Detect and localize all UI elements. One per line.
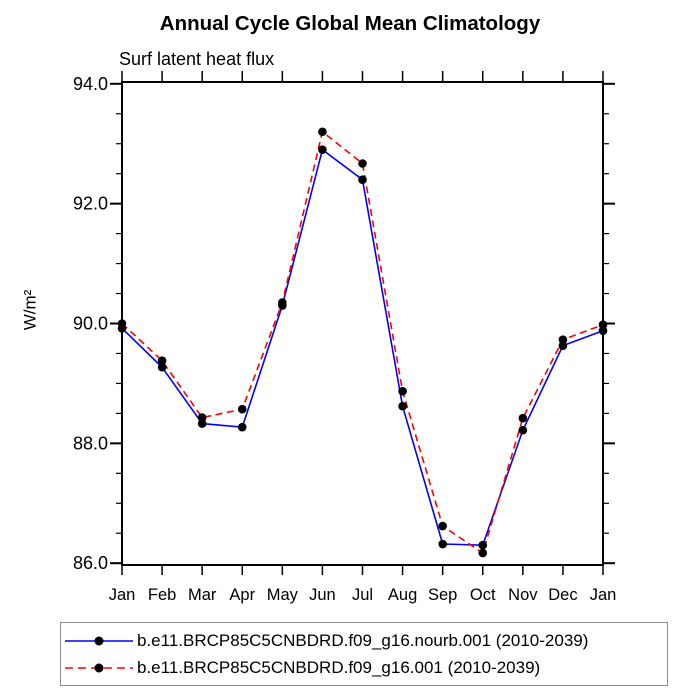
data-point-marker — [478, 540, 488, 550]
legend: b.e11.BRCP85C5CNBDRD.f09_g16.nourb.001 (… — [60, 622, 668, 686]
y-tick-label: 90.0 — [73, 314, 108, 334]
data-point-marker — [398, 386, 407, 396]
data-point-marker — [157, 362, 167, 372]
data-point-marker — [358, 159, 367, 168]
data-point-marker — [117, 319, 127, 328]
data-point-marker — [518, 425, 528, 435]
data-point-marker — [157, 356, 167, 365]
x-tick-label: Jan — [590, 586, 617, 604]
y-tick-label: 86.0 — [73, 553, 108, 573]
data-point-marker — [438, 539, 447, 549]
data-point-marker — [358, 175, 367, 184]
data-point-marker — [318, 145, 327, 155]
legend-label: b.e11.BRCP85C5CNBDRD.f09_g16.nourb.001 (… — [137, 630, 589, 650]
x-tick-label: Oct — [470, 586, 496, 604]
legend-marker-icon — [94, 636, 104, 645]
x-tick-label: Jan — [109, 586, 136, 604]
x-tick-label: Apr — [229, 586, 255, 604]
chart-title: Annual Cycle Global Mean Climatology — [159, 12, 541, 35]
y-tick-label: 88.0 — [73, 433, 108, 453]
data-point-marker — [237, 404, 247, 414]
y-tick-label: 92.0 — [73, 194, 108, 214]
data-point-marker — [438, 521, 447, 531]
x-tick-label: May — [267, 586, 299, 604]
data-point-marker — [518, 413, 528, 423]
chart-subtitle: Surf latent heat flux — [119, 49, 275, 69]
x-tick-label: Jun — [309, 586, 336, 604]
data-point-marker — [278, 298, 287, 307]
legend-label: b.e11.BRCP85C5CNBDRD.f09_g16.001 (2010-2… — [137, 657, 541, 677]
x-tick-label: Nov — [508, 586, 538, 604]
x-tick-label: Sep — [428, 586, 457, 604]
data-point-marker — [318, 127, 327, 137]
legend-line-sample — [65, 636, 133, 645]
data-point-marker — [598, 320, 608, 329]
data-point-marker — [558, 341, 568, 350]
data-point-marker — [398, 401, 407, 411]
legend-line-sample — [65, 663, 133, 672]
legend-marker-icon — [94, 663, 104, 672]
data-point-marker — [237, 422, 247, 432]
x-tick-label: Mar — [188, 586, 217, 604]
x-tick-label: Dec — [548, 586, 577, 604]
data-point-marker — [478, 548, 488, 558]
x-tick-label: Jul — [352, 586, 373, 604]
data-point-marker — [558, 335, 568, 344]
data-point-marker — [598, 326, 608, 335]
data-point-marker — [197, 419, 207, 428]
series-line-dashed — [121, 130, 604, 555]
x-tick-label: Aug — [388, 586, 417, 604]
x-tick-label: Feb — [148, 586, 176, 604]
plot-frame — [121, 81, 604, 566]
data-point-marker — [197, 413, 207, 422]
legend-item: b.e11.BRCP85C5CNBDRD.f09_g16.001 (2010-2… — [63, 654, 667, 681]
series-line-solid — [121, 148, 604, 547]
y-tick-label: 94.0 — [73, 74, 108, 94]
legend-item: b.e11.BRCP85C5CNBDRD.f09_g16.nourb.001 (… — [63, 627, 667, 654]
